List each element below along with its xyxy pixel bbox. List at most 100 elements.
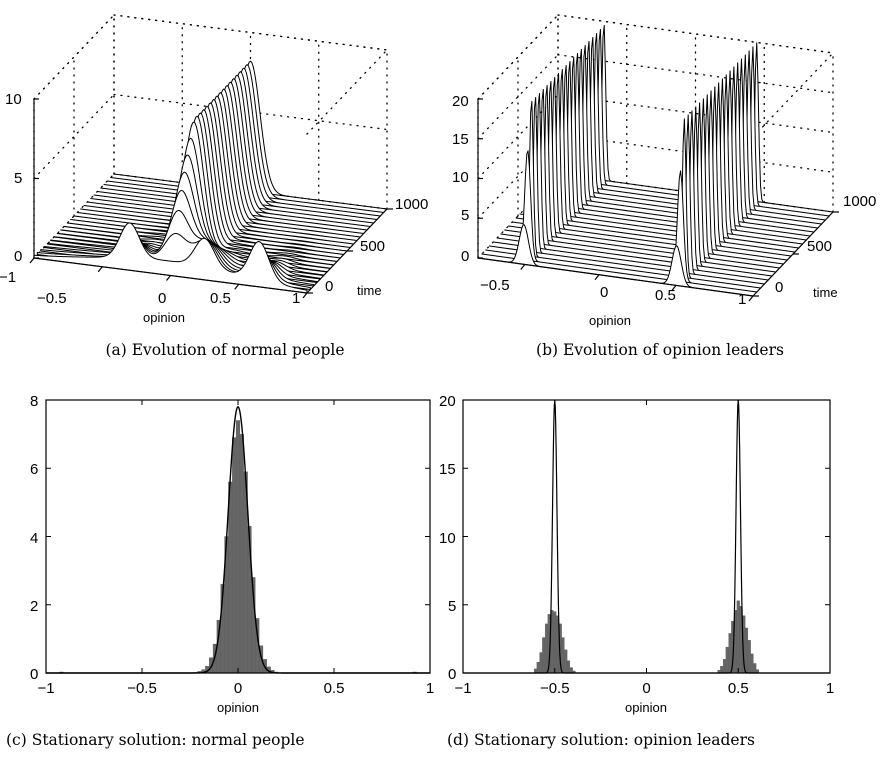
panel-c-stationary-normal-people: 8 6 4 2 0 −1 −0.5 0 0.5 1 opinion (c) St… [6,393,434,749]
panel-a-ztick-0: 0 [14,248,22,265]
panel-a-ytick-500: 500 [360,238,385,255]
panel-c-xtick-neg1: −1 [37,680,54,697]
panel-a-x-tick-mark [302,292,308,299]
panel-d-bar [725,646,729,674]
panel-c-bar [235,420,241,674]
panel-c-bar [228,481,233,674]
panel-b-time-slice [530,52,807,241]
panel-b-time-slice [492,92,769,281]
panel-d-histogram [533,600,760,674]
panel-a-xtick-neg1: −1 [0,269,16,286]
panel-a-xlabel: opinion [143,310,185,325]
panel-d-caption: (d) Stationary solution: opinion leaders [447,731,755,749]
panel-a-xtick-0: 0 [158,290,166,307]
panel-a-ylabel: time [357,283,382,298]
panel-d-bar [536,661,540,674]
panel-b-x-tick-mark [520,264,526,270]
panel-b-evolution-opinion-leaders: 20 15 10 5 0 −0.5 0 0.5 1 0 500 1000 opi… [452,14,876,359]
panel-b-ytick-500: 500 [807,238,832,255]
panel-b-grid-line [557,54,834,94]
panel-d-bar [561,637,565,674]
panel-b-xtick-neg0.5: −0.5 [480,277,510,294]
panel-b-time-slice [519,64,796,253]
panel-b-ytick-1000: 1000 [843,193,876,210]
panel-b-time-slice [500,84,777,273]
panel-d-bar [747,640,751,674]
panel-b-ztick-15: 15 [452,131,469,148]
panel-b-time-slice [488,96,765,285]
panel-c-ytick-2: 2 [30,598,38,615]
panel-d-ytick-10: 10 [439,530,456,547]
panel-b-xtick-1: 1 [738,291,746,308]
panel-c-xtick-0: 0 [234,680,242,697]
panel-b-grid-line [752,52,834,138]
panel-b-x-tick-mark [594,274,600,281]
panel-d-xtick-neg1: −1 [454,680,471,697]
panel-a-ytick-1000: 1000 [395,196,428,213]
panel-d-bar [544,623,549,674]
panel-b-x-tick-mark [671,284,677,291]
panel-d-xtick-neg0.5: −0.5 [540,680,570,697]
panel-d-xtick-0.5: 0.5 [728,680,749,697]
panel-d-bar [753,663,757,674]
panel-b-ztick-0: 0 [461,248,469,265]
panel-b-time-slice [504,80,781,269]
panel-b-ylabel: time [813,285,838,300]
panel-b-time-slice [481,150,758,293]
panel-b-time-slice [511,72,788,261]
panel-a-xtick-1: 1 [292,290,300,307]
panel-d-bar [553,611,557,674]
panel-c-ytick-0: 0 [30,666,38,683]
panel-c-ytick-8: 8 [30,393,38,410]
panel-b-time-slice [485,100,762,289]
panel-a-ztick-10: 10 [5,91,22,108]
panel-d-bar [736,600,740,674]
panel-d-xlabel: opinion [625,700,667,715]
panel-a-evolution-normal-people: 10 5 0 −1 −0.5 0 0.5 1 0 500 1000 opinio… [0,14,428,359]
panel-d-xtick-1: 1 [826,680,834,697]
panel-b-time-slice [515,68,792,257]
panel-a-axes [29,98,393,299]
panel-c-caption: (c) Stationary solution: normal people [6,731,305,749]
panel-c-bar [239,433,244,674]
panel-d-stationary-opinion-leaders: 20 15 10 5 0 −1 −0.5 0 0.5 1 opinion (d)… [439,393,834,749]
panel-d-ytick-20: 20 [439,393,456,410]
panel-b-grid-line [557,93,834,134]
panel-b-ztick-5: 5 [461,207,469,224]
panel-a-x-tick-mark [166,275,171,281]
panel-c-ytick-4: 4 [30,530,38,547]
panel-d-ytick-5: 5 [448,598,456,615]
panel-b-ztick-20: 20 [452,93,469,110]
panel-a-caption: (a) Evolution of normal people [105,341,344,359]
panel-a-time-slice [33,222,308,294]
panel-a-x-tick-mark [97,266,103,273]
panel-b-time-slice [534,48,811,237]
panel-b-grid-line [557,133,834,173]
panel-d-bar [728,633,732,674]
panel-b-grid-line [477,14,559,100]
panel-d-plot-frame [462,399,831,674]
panel-d-bar [539,652,543,674]
panel-c-xtick-neg0.5: −0.5 [127,680,157,697]
panel-a-x-tick-mark [234,283,240,290]
panel-b-xtick-0.5: 0.5 [655,287,676,304]
panel-b-time-slice [496,88,773,277]
panel-d-bar [542,637,546,674]
panel-d-bar [564,649,568,674]
panel-b-time-slice [527,56,804,245]
panel-d-curve [463,399,830,674]
panel-c-histogram [59,420,417,674]
panel-c-xlabel: opinion [217,700,259,715]
panel-b-ztick-10: 10 [452,169,469,186]
panel-b-x-axis [477,257,754,297]
panel-b-time-slice [523,60,800,249]
panel-c-bar [232,437,237,674]
panel-d-bar [722,659,727,674]
panel-b-xlabel: opinion [589,313,631,328]
panel-a-ztick-5: 5 [14,170,22,187]
panel-d-bar [533,668,538,674]
panel-a-grid-line [306,49,388,135]
panel-b-grid-line [557,14,834,54]
panel-a-ytick-0: 0 [325,278,333,295]
panel-b-axes [477,98,839,302]
